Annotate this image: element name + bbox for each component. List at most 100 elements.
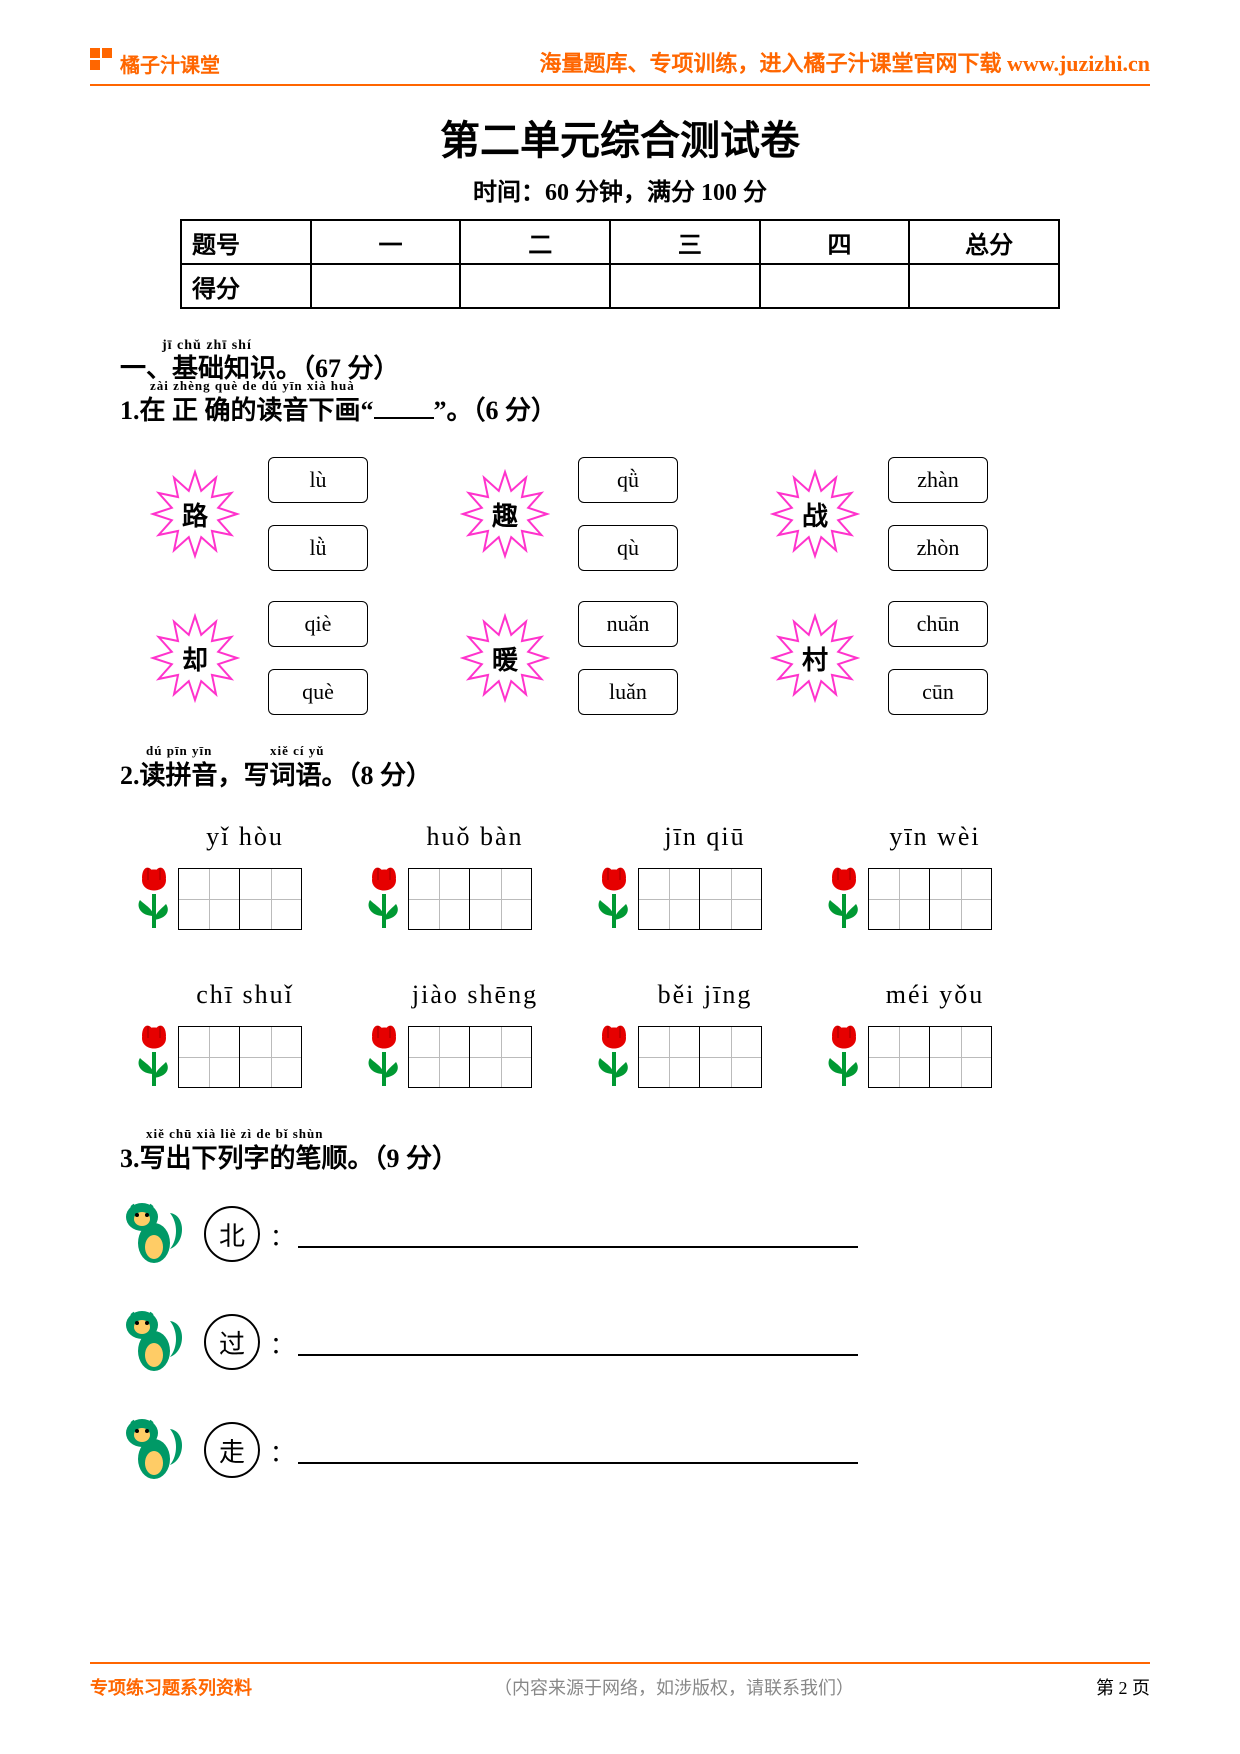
pinyin-option[interactable]: nuǎn	[578, 601, 678, 647]
q2-pinyin: jīn qiū	[610, 822, 800, 852]
section-1-ruby: jī chǔ zhī shí	[162, 335, 252, 356]
q1-char-burst: 暖	[460, 613, 550, 703]
write-grid[interactable]	[408, 868, 532, 930]
brand-name: 橘子汁课堂	[120, 49, 220, 78]
footer-left: 专项练习题系列资料	[90, 1674, 252, 1700]
score-col-1: 一	[311, 220, 461, 264]
q1-item: 战 zhàn zhòn	[770, 457, 1050, 571]
q1-char-burst: 战	[770, 469, 860, 559]
pinyin-option[interactable]: qǜ	[578, 457, 678, 503]
logo-icon	[90, 48, 114, 78]
write-grid[interactable]	[178, 868, 302, 930]
q2-grid: yǐ hòuhuǒ bànjīn qiūyīn wèichī shuǐjiào …	[130, 822, 1030, 1088]
squirrel-icon	[120, 1415, 190, 1485]
colon: ：	[270, 1433, 294, 1468]
write-grid[interactable]	[408, 1026, 532, 1088]
q3-heading: xiě chū xià liè zì de bǐ shùn 3.写出下列字的笔顺…	[120, 1138, 1120, 1175]
q3-item: 北：	[120, 1199, 1120, 1269]
colon: ：	[270, 1217, 294, 1252]
footer-mid: （内容来源于网络，如涉版权，请联系我们）	[494, 1674, 854, 1700]
tulip-icon	[130, 860, 178, 930]
tulip-icon	[590, 1018, 638, 1088]
footer-right-prefix: 第	[1096, 1678, 1119, 1698]
score-table: 题号 一 二 三 四 总分 得分	[180, 219, 1060, 309]
write-grid[interactable]	[638, 1026, 762, 1088]
write-grid[interactable]	[868, 868, 992, 930]
squirrel-icon	[120, 1199, 190, 1269]
score-blank[interactable]	[460, 264, 610, 308]
score-blank[interactable]	[909, 264, 1059, 308]
q1-text-a: 1.在 正 确的读音下画“	[120, 396, 374, 425]
q1-item: 暖 nuǎn luǎn	[460, 601, 740, 715]
q3-item: 走：	[120, 1415, 1120, 1485]
write-grid[interactable]	[638, 868, 762, 930]
tulip-icon	[130, 1018, 178, 1088]
score-row1-label: 题号	[181, 220, 311, 264]
write-grid[interactable]	[178, 1026, 302, 1088]
q1-item: 趣 qǜ qù	[460, 457, 740, 571]
q2-pinyin: chī shuǐ	[150, 980, 340, 1010]
pinyin-option[interactable]: què	[268, 669, 368, 715]
q2-item: yǐ hòu	[130, 822, 340, 930]
q1-char-burst: 路	[150, 469, 240, 559]
pinyin-option[interactable]: zhàn	[888, 457, 988, 503]
q3-list: 北：过：走：	[120, 1199, 1120, 1485]
q2-heading: dú pīn yīn xiě cí yǔ 2.读拼音，写词语。（8 分）	[120, 755, 1120, 792]
tulip-icon	[590, 860, 638, 930]
stroke-order-line[interactable]	[298, 1436, 858, 1464]
q1-char-burst: 趣	[460, 469, 550, 559]
q1-heading: zài zhèng què de dú yīn xià huà 1.在 正 确的…	[120, 390, 1120, 427]
pinyin-option[interactable]: chūn	[888, 601, 988, 647]
score-blank[interactable]	[311, 264, 461, 308]
score-row2-label: 得分	[181, 264, 311, 308]
pinyin-option[interactable]: luǎn	[578, 669, 678, 715]
q2-item: huǒ bàn	[360, 822, 570, 930]
q1-text-b: ”。（6 分）	[434, 396, 558, 425]
brand-logo: 橘子汁课堂	[90, 48, 220, 78]
tulip-icon	[820, 1018, 868, 1088]
stroke-order-line[interactable]	[298, 1328, 858, 1356]
q1-item: 路 lù lǜ	[150, 457, 430, 571]
q1-char: 村	[802, 640, 828, 677]
q1-grid: 路 lù lǜ 趣 qǜ qù 战 zhàn zhòn 却 qiè què 暖 nuǎn luǎn 村 chūn…	[150, 457, 1050, 715]
header-url[interactable]: www.juzizhi.cn	[1007, 51, 1150, 76]
score-col-4: 四	[760, 220, 910, 264]
pinyin-option[interactable]: qiè	[268, 601, 368, 647]
q2-item: běi jīng	[590, 980, 800, 1088]
q2-pinyin: yīn wèi	[840, 822, 1030, 852]
q2-item: yīn wèi	[820, 822, 1030, 930]
q1-char: 暖	[492, 640, 518, 677]
q1-char: 却	[182, 640, 208, 677]
q1-underline	[374, 399, 434, 419]
score-blank[interactable]	[610, 264, 760, 308]
stroke-order-line[interactable]	[298, 1220, 858, 1248]
q2-pinyin: běi jīng	[610, 980, 800, 1010]
q2-pinyin: méi yǒu	[840, 980, 1030, 1010]
q2-pinyin: yǐ hòu	[150, 822, 340, 852]
pinyin-option[interactable]: lù	[268, 457, 368, 503]
q1-ruby: zài zhèng què de dú yīn xià huà	[150, 378, 355, 394]
write-grid[interactable]	[868, 1026, 992, 1088]
page-footer: 专项练习题系列资料 （内容来源于网络，如涉版权，请联系我们） 第 2 页	[90, 1662, 1150, 1700]
q3-char: 北	[204, 1206, 260, 1262]
q3-text: 3.写出下列字的笔顺。（9 分）	[120, 1144, 458, 1173]
pinyin-option[interactable]: lǜ	[268, 525, 368, 571]
pinyin-option[interactable]: cūn	[888, 669, 988, 715]
tulip-icon	[820, 860, 868, 930]
score-col-2: 二	[460, 220, 610, 264]
footer-right: 第 2 页	[1096, 1674, 1150, 1700]
page-number: 2	[1119, 1678, 1128, 1698]
q2-item: jīn qiū	[590, 822, 800, 930]
q1-item: 却 qiè què	[150, 601, 430, 715]
q3-char: 走	[204, 1422, 260, 1478]
q1-char: 战	[802, 496, 828, 533]
score-blank[interactable]	[760, 264, 910, 308]
tagline-text: 海量题库、专项训练，进入橘子汁课堂官网下载	[539, 51, 1007, 76]
pinyin-option[interactable]: zhòn	[888, 525, 988, 571]
q3-char: 过	[204, 1314, 260, 1370]
tulip-icon	[360, 860, 408, 930]
colon: ：	[270, 1325, 294, 1360]
q1-char: 路	[182, 496, 208, 533]
squirrel-icon	[120, 1307, 190, 1377]
pinyin-option[interactable]: qù	[578, 525, 678, 571]
